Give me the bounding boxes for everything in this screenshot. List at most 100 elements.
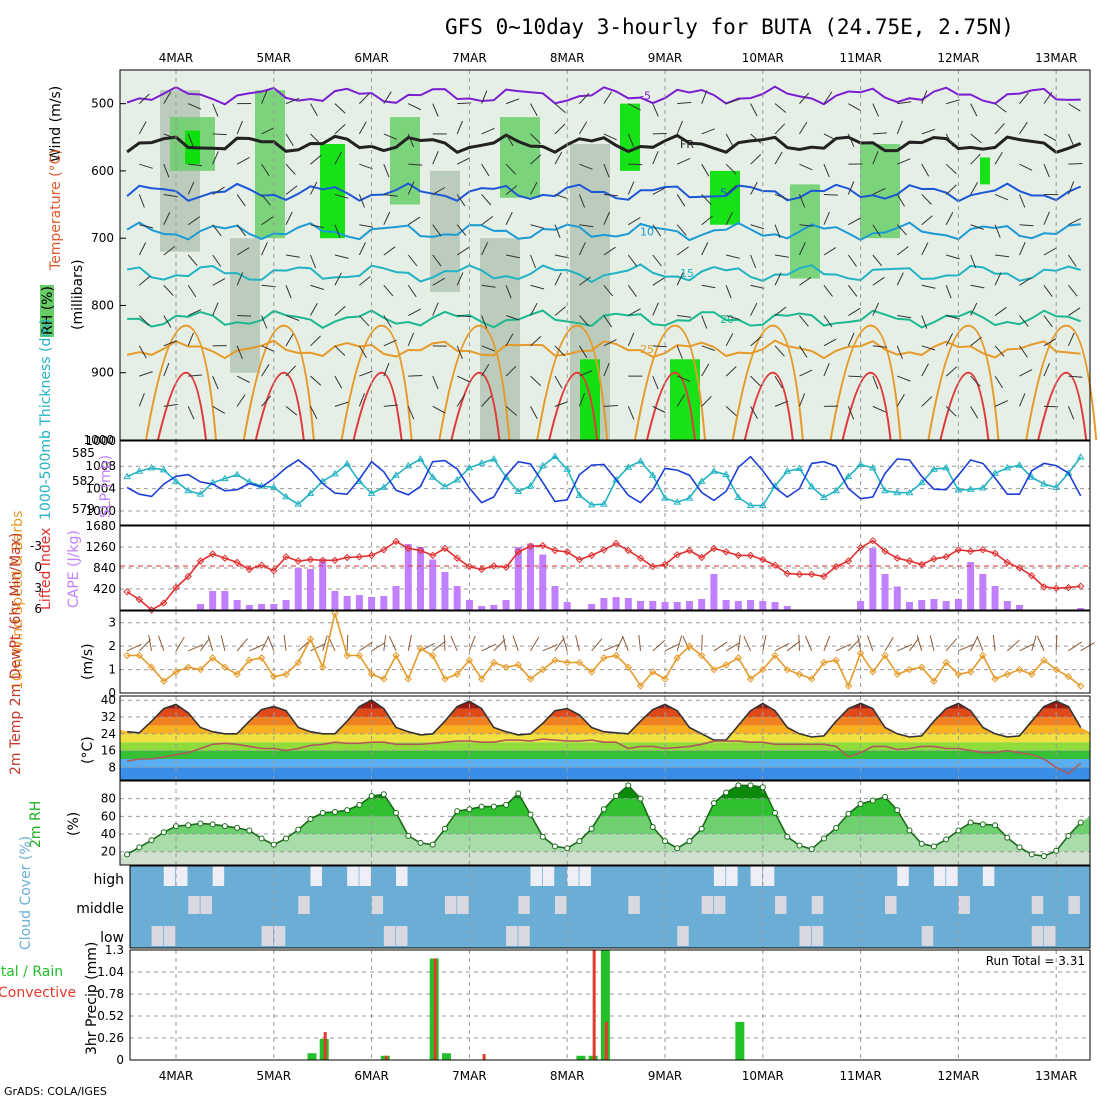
low-cloud-gap [518,926,530,946]
wind-barb [163,163,170,178]
wind-barb [407,133,415,148]
thickness-marker [147,463,156,471]
warm-isotherm [242,324,315,441]
lifted-index-marker [734,551,743,560]
wind-barb [676,345,683,359]
wind-barb [188,374,203,377]
wind10-marker [807,675,816,683]
mid-cloud-gap [1031,896,1044,914]
thickness-line [126,455,1082,507]
high-cloud-gap [567,866,579,886]
wind-barb [310,254,317,269]
warm-isotherm [1025,324,1098,441]
cape-bar [270,604,278,610]
low-cloud-gap [1031,926,1044,946]
wind-barb [970,182,979,195]
high-cloud-gap [897,866,909,886]
footer-label: GrADS: COLA/IGES [4,1085,107,1098]
wind-barb [921,315,928,329]
wind-barb [187,332,194,347]
wind-barb [334,103,346,114]
wind10-barb [786,640,801,652]
high-cloud-gap [310,866,322,886]
wind10-marker [783,665,791,674]
bottom-date-label: 11MAR [840,1069,882,1083]
wind10-barb [1080,642,1095,652]
wind-barb [383,315,392,328]
wind-barb [383,193,398,197]
wind-barb [970,284,985,289]
lifted-index-marker [453,554,461,562]
wind-barb [139,224,154,229]
wind-barb [848,307,861,316]
wind-barb [408,163,423,166]
lifted-tick-label: -3 [30,539,42,553]
wind10-barb [200,637,211,652]
wind-barb [1019,241,1026,256]
wind-barb [970,254,977,269]
mid-cloud-gap [811,896,824,914]
wind10-marker [343,651,351,660]
wind10-marker [856,649,865,657]
rh2m-marker [943,836,950,843]
thickness-marker [966,485,975,492]
pressure-tick-label: 700 [91,231,114,245]
wind10-barb [848,639,860,652]
wind10-barb [701,634,703,651]
wind10-barb [1055,634,1058,651]
isotherm-label: 25 [640,343,654,356]
lifted-index-marker [942,553,950,561]
wind-barb [701,315,708,329]
wind-barb [334,254,349,259]
wind-barb [481,395,492,407]
rh2m-marker [295,826,302,833]
wind-barb [432,302,439,316]
cape-bar [771,602,779,610]
wind-barb [187,216,200,226]
wind10-barb [310,643,326,652]
wind-barb [236,272,244,286]
wind-barb [603,284,614,297]
wind-barb [139,163,153,169]
wind10-marker [367,670,376,678]
wind-barb [285,333,294,347]
thickness-marker [233,470,242,478]
wind-barb [799,369,813,377]
rh2m-marker [723,789,730,796]
rh2m-marker [368,793,375,800]
cape-bar [417,547,424,610]
wind10-marker [710,665,718,674]
wind10-marker [795,670,804,678]
lifted-axis-label: Lifted Index [38,528,54,610]
wind10-marker [697,651,706,660]
high-cloud-gap [946,866,958,886]
precip-conv-label: Convective [0,985,76,1001]
slp-line [126,455,1082,504]
rh2m-marker [1065,832,1072,839]
cape-bar [930,599,938,610]
wind-barb [1019,315,1029,327]
wind-barb [799,276,812,286]
cape-tick-label: 1260 [85,540,116,554]
wind-barb [554,151,563,165]
wind10-barb [929,635,935,651]
precip-total-bar [307,1053,317,1060]
wind-barb [896,194,906,207]
cloud-panel: high middle low Cloud Cover (%) [18,836,1090,950]
thickness-marker [1076,453,1085,460]
wind-barb [701,363,710,377]
rh2m-marker [331,808,338,815]
wind-barb [897,101,912,105]
rh2m-marker [307,816,314,823]
wind10-marker [600,654,608,662]
wind-barb [505,285,512,299]
top-date-label: 6MAR [354,51,389,65]
wind-barb [187,133,194,148]
cape-bar [918,600,926,610]
wind-barb [383,362,390,377]
temp-band [120,700,1090,709]
cape-bar [478,606,486,610]
wind10-marker [294,658,302,667]
wind10-marker [832,656,840,664]
high-cloud-gap [982,866,995,886]
